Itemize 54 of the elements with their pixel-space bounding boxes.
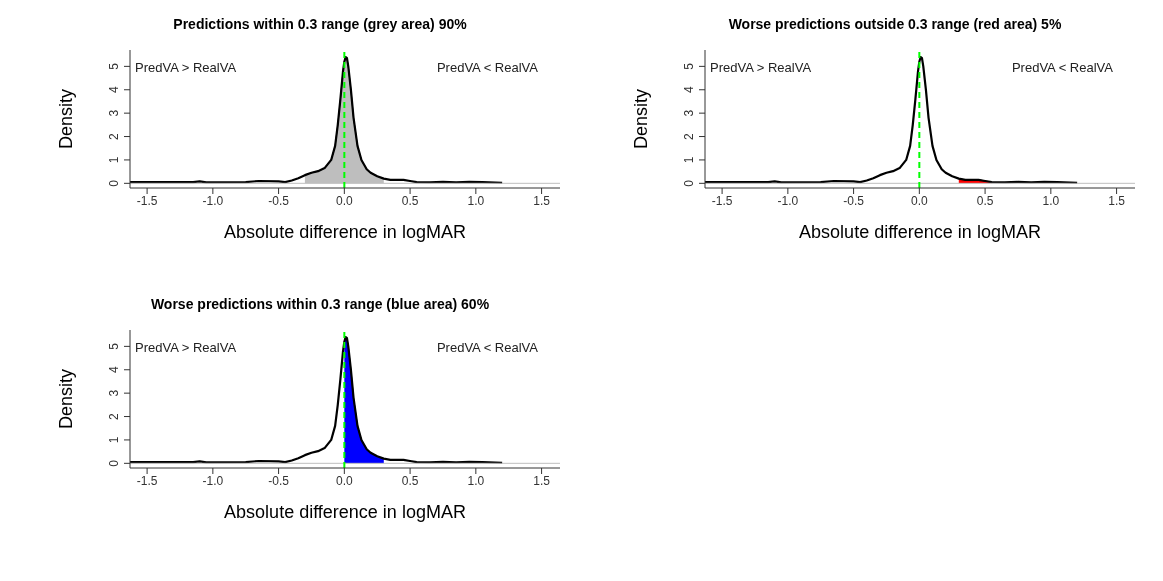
y-tick-label: 2 (107, 132, 121, 140)
x-tick-label: 0.5 (976, 193, 994, 208)
x-tick-label: 1.5 (533, 193, 551, 208)
y-tick-label: 1 (682, 156, 696, 164)
chart-title: Worse predictions outside 0.3 range (red area) 5% (727, 16, 1063, 32)
y-axis-title: Density (56, 368, 77, 430)
x-axis-title: Absolute difference in logMAR (799, 222, 1041, 242)
y-tick-label: 3 (107, 389, 121, 397)
y-tick-label: 0 (107, 459, 121, 467)
annotation: PredVA < RealVA (1011, 60, 1113, 75)
chart-title: Predictions within 0.3 range (grey area) 90% (172, 16, 468, 32)
annotation: PredVA > RealVA (135, 60, 237, 75)
x-tick-label: 0.0 (911, 193, 929, 208)
annotation: PredVA < RealVA (436, 340, 538, 355)
x-tick-label: 0.0 (336, 473, 354, 488)
x-tick-label: -0.5 (843, 193, 865, 208)
chart-title: Worse predictions within 0.3 range (blue area) 60% (149, 296, 491, 312)
y-tick-label: 5 (107, 62, 121, 70)
y-tick-label: 1 (107, 156, 121, 164)
y-tick-label: 3 (107, 109, 121, 117)
y-tick-label: 0 (682, 179, 696, 187)
x-tick-label: 1.0 (467, 473, 485, 488)
x-tick-label: 0.5 (401, 473, 419, 488)
x-tick-label: -0.5 (268, 193, 290, 208)
x-tick-label: -1.5 (136, 473, 158, 488)
annotation: PredVA > RealVA (135, 340, 237, 355)
x-axis-title: Absolute difference in logMAR (224, 222, 466, 242)
y-tick-label: 4 (682, 86, 696, 94)
y-tick-label: 5 (107, 342, 121, 350)
x-tick-label: -1.0 (202, 473, 224, 488)
x-tick-label: 0.0 (336, 193, 354, 208)
y-tick-label: 0 (107, 179, 121, 187)
y-axis-title: Density (631, 88, 652, 150)
y-tick-label: 3 (682, 109, 696, 117)
x-tick-label: 1.0 (1042, 193, 1060, 208)
x-tick-label: -1.0 (202, 193, 224, 208)
y-tick-label: 1 (107, 436, 121, 444)
y-axis-title: Density (56, 88, 77, 150)
x-tick-label: 1.5 (1108, 193, 1126, 208)
y-tick-label: 2 (107, 412, 121, 420)
y-tick-label: 5 (682, 62, 696, 70)
x-tick-label: 1.0 (467, 193, 485, 208)
annotation: PredVA > RealVA (710, 60, 812, 75)
x-tick-label: -0.5 (268, 473, 290, 488)
x-axis-title: Absolute difference in logMAR (224, 502, 466, 522)
x-tick-label: 1.5 (533, 473, 551, 488)
x-tick-label: 0.5 (401, 193, 419, 208)
x-tick-label: -1.5 (711, 193, 733, 208)
x-tick-label: -1.5 (136, 193, 158, 208)
annotation: PredVA < RealVA (436, 60, 538, 75)
y-tick-label: 2 (682, 132, 696, 140)
y-tick-label: 4 (107, 86, 121, 94)
y-tick-label: 4 (107, 366, 121, 374)
x-tick-label: -1.0 (777, 193, 799, 208)
